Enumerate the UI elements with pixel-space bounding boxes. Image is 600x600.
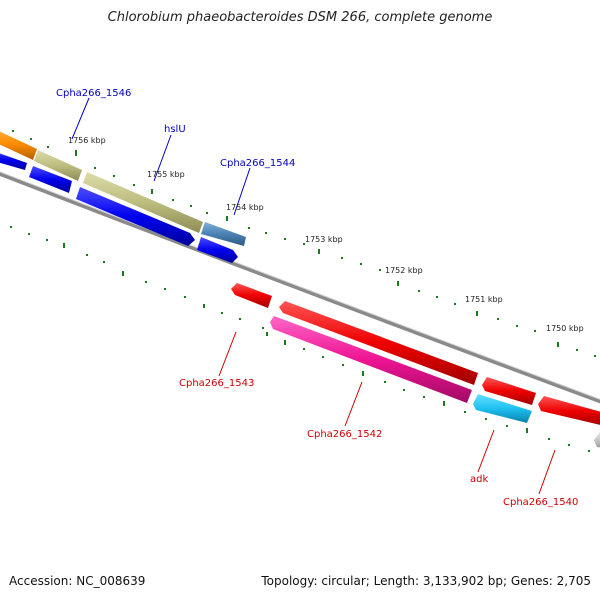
gene-arrow-red-3[interactable]: [482, 377, 536, 405]
gene-arrow-pink[interactable]: [270, 316, 472, 403]
gene-label-adk[interactable]: adk: [470, 474, 488, 485]
inner-tick-track: [10, 226, 590, 452]
gene-label-cpha266-1544[interactable]: Cpha266_1544: [220, 158, 295, 169]
gene-arrow-gray[interactable]: [594, 432, 600, 448]
leader-line: [153, 134, 172, 182]
gene-arrow-steelblue[interactable]: [201, 222, 246, 246]
gene-arrow-blue-4[interactable]: [197, 237, 238, 263]
forward-strand-genes: [0, 127, 246, 263]
kbp-label: 1755 kbp: [147, 170, 185, 179]
gene-arrow-olive-1[interactable]: [34, 150, 82, 181]
leader-line: [477, 429, 495, 473]
reverse-gene-labels: Cpha266_1543 Cpha266_1542 adk Cpha266_15…: [179, 331, 578, 508]
gene-label-cpha266-1546[interactable]: Cpha266_1546: [56, 88, 131, 99]
kbp-label: 1750 kbp: [546, 324, 584, 333]
genome-title: Chlorobium phaeobacteroides DSM 266, com…: [107, 10, 493, 25]
genome-summary-text: Topology: circular; Length: 3,133,902 bp…: [261, 574, 591, 588]
gene-arrow-blue-2[interactable]: [29, 166, 72, 193]
leader-line: [233, 167, 251, 216]
kbp-label: 1752 kbp: [385, 266, 423, 275]
gene-arrow-olive-2[interactable]: [83, 172, 203, 233]
gene-arrow-red-1[interactable]: [231, 283, 272, 308]
kbp-labels: 1756 kbp 1755 kbp 1754 kbp 1753 kbp 1752…: [68, 136, 584, 333]
kbp-label: 1751 kbp: [465, 295, 503, 304]
gene-label-cpha266-1543[interactable]: Cpha266_1543: [179, 378, 254, 389]
leader-line: [218, 331, 237, 377]
accession-text: Accession: NC_008639: [9, 574, 146, 588]
kbp-label: 1754 kbp: [226, 203, 264, 212]
outer-tick-track: [12, 130, 596, 357]
genome-backbone-highlight: [0, 171, 600, 400]
gene-arrow-orange[interactable]: [0, 127, 37, 160]
reverse-strand-genes: [231, 283, 600, 448]
gene-arrow-red-4[interactable]: [538, 396, 600, 426]
forward-gene-labels: Cpha266_1546 hslU Cpha266_1544: [56, 88, 295, 216]
kbp-label: 1756 kbp: [68, 136, 106, 145]
leader-line: [71, 97, 90, 140]
gene-label-hslu[interactable]: hslU: [164, 124, 186, 135]
leader-line: [538, 449, 556, 495]
leader-line: [344, 381, 363, 427]
gene-arrow-blue-1[interactable]: [0, 150, 27, 170]
genome-backbone: [0, 171, 600, 404]
gene-arrow-cyan[interactable]: [473, 394, 532, 423]
gene-arrow-blue-3[interactable]: [76, 187, 195, 246]
gene-label-cpha266-1540[interactable]: Cpha266_1540: [503, 497, 578, 508]
gene-label-cpha266-1542[interactable]: Cpha266_1542: [307, 429, 382, 440]
kbp-label: 1753 kbp: [305, 235, 343, 244]
gene-arrow-red-2[interactable]: [279, 301, 478, 385]
